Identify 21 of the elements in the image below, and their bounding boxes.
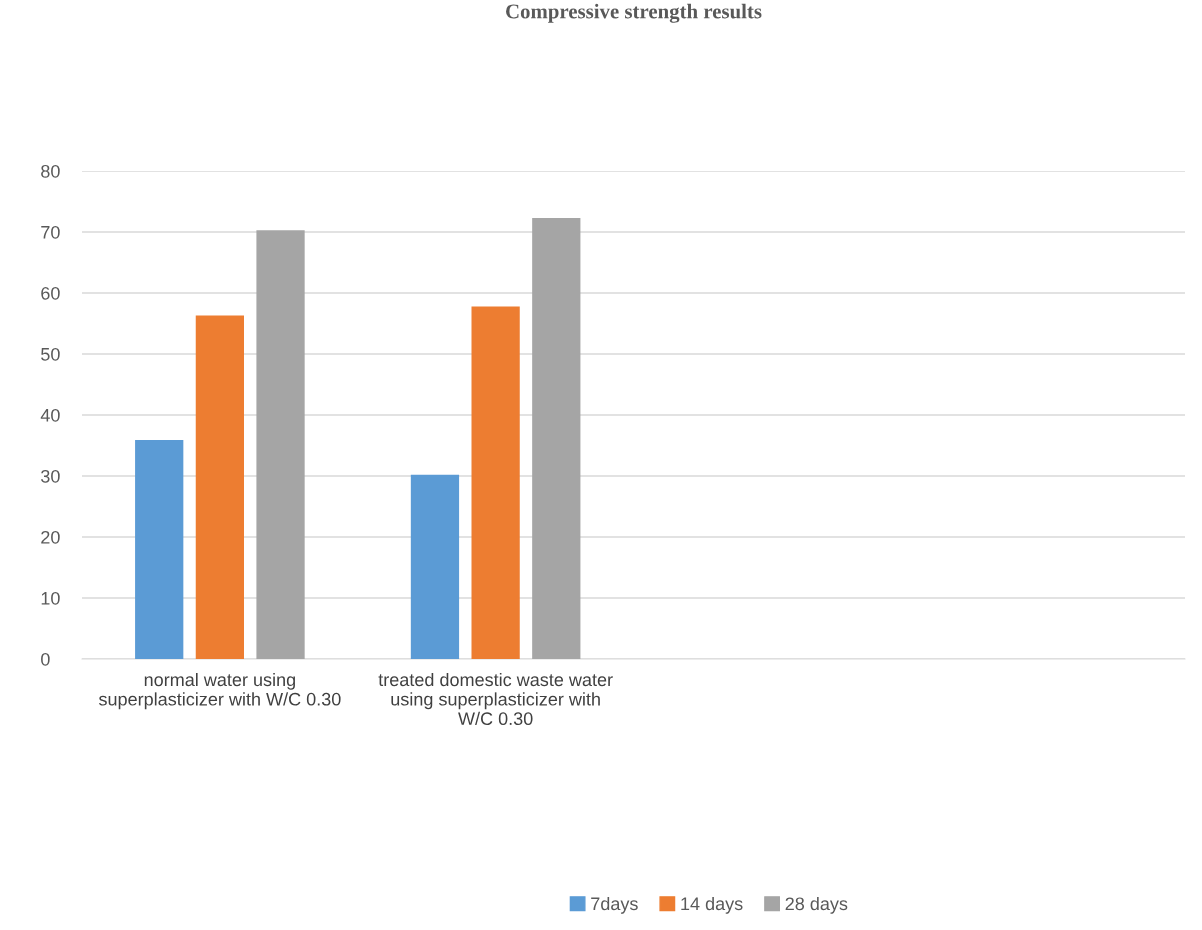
y-tick-label: 70 xyxy=(41,225,60,239)
legend-label: 7days xyxy=(591,896,638,914)
y-tick-label: 50 xyxy=(41,347,60,361)
y-tick-label: 20 xyxy=(41,530,60,544)
bar xyxy=(135,440,184,659)
bar xyxy=(410,474,460,659)
legend-label: 28 days xyxy=(785,896,848,914)
y-tick-label: 80 xyxy=(41,164,60,178)
y-tick-label: 60 xyxy=(41,286,60,300)
chart-title: Compressive strength results xyxy=(506,3,762,23)
bar xyxy=(256,230,305,659)
y-tick-label: 0 xyxy=(41,652,50,666)
bar xyxy=(195,315,244,659)
y-tick-label: 10 xyxy=(41,591,60,605)
x-tick-label: treated domestic waste water using superplasticizer with W/C 0.30 xyxy=(378,672,613,726)
y-tick-label: 30 xyxy=(41,469,60,483)
y-tick-label: 40 xyxy=(40,408,60,422)
legend-label: 14 days xyxy=(681,896,743,914)
bar xyxy=(471,306,520,659)
x-tick-label: normal water using superplasticizer with W/C 0.30 xyxy=(98,672,341,710)
bar xyxy=(532,217,581,659)
